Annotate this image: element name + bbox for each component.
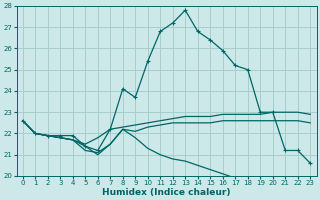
X-axis label: Humidex (Indice chaleur): Humidex (Indice chaleur) xyxy=(102,188,231,197)
